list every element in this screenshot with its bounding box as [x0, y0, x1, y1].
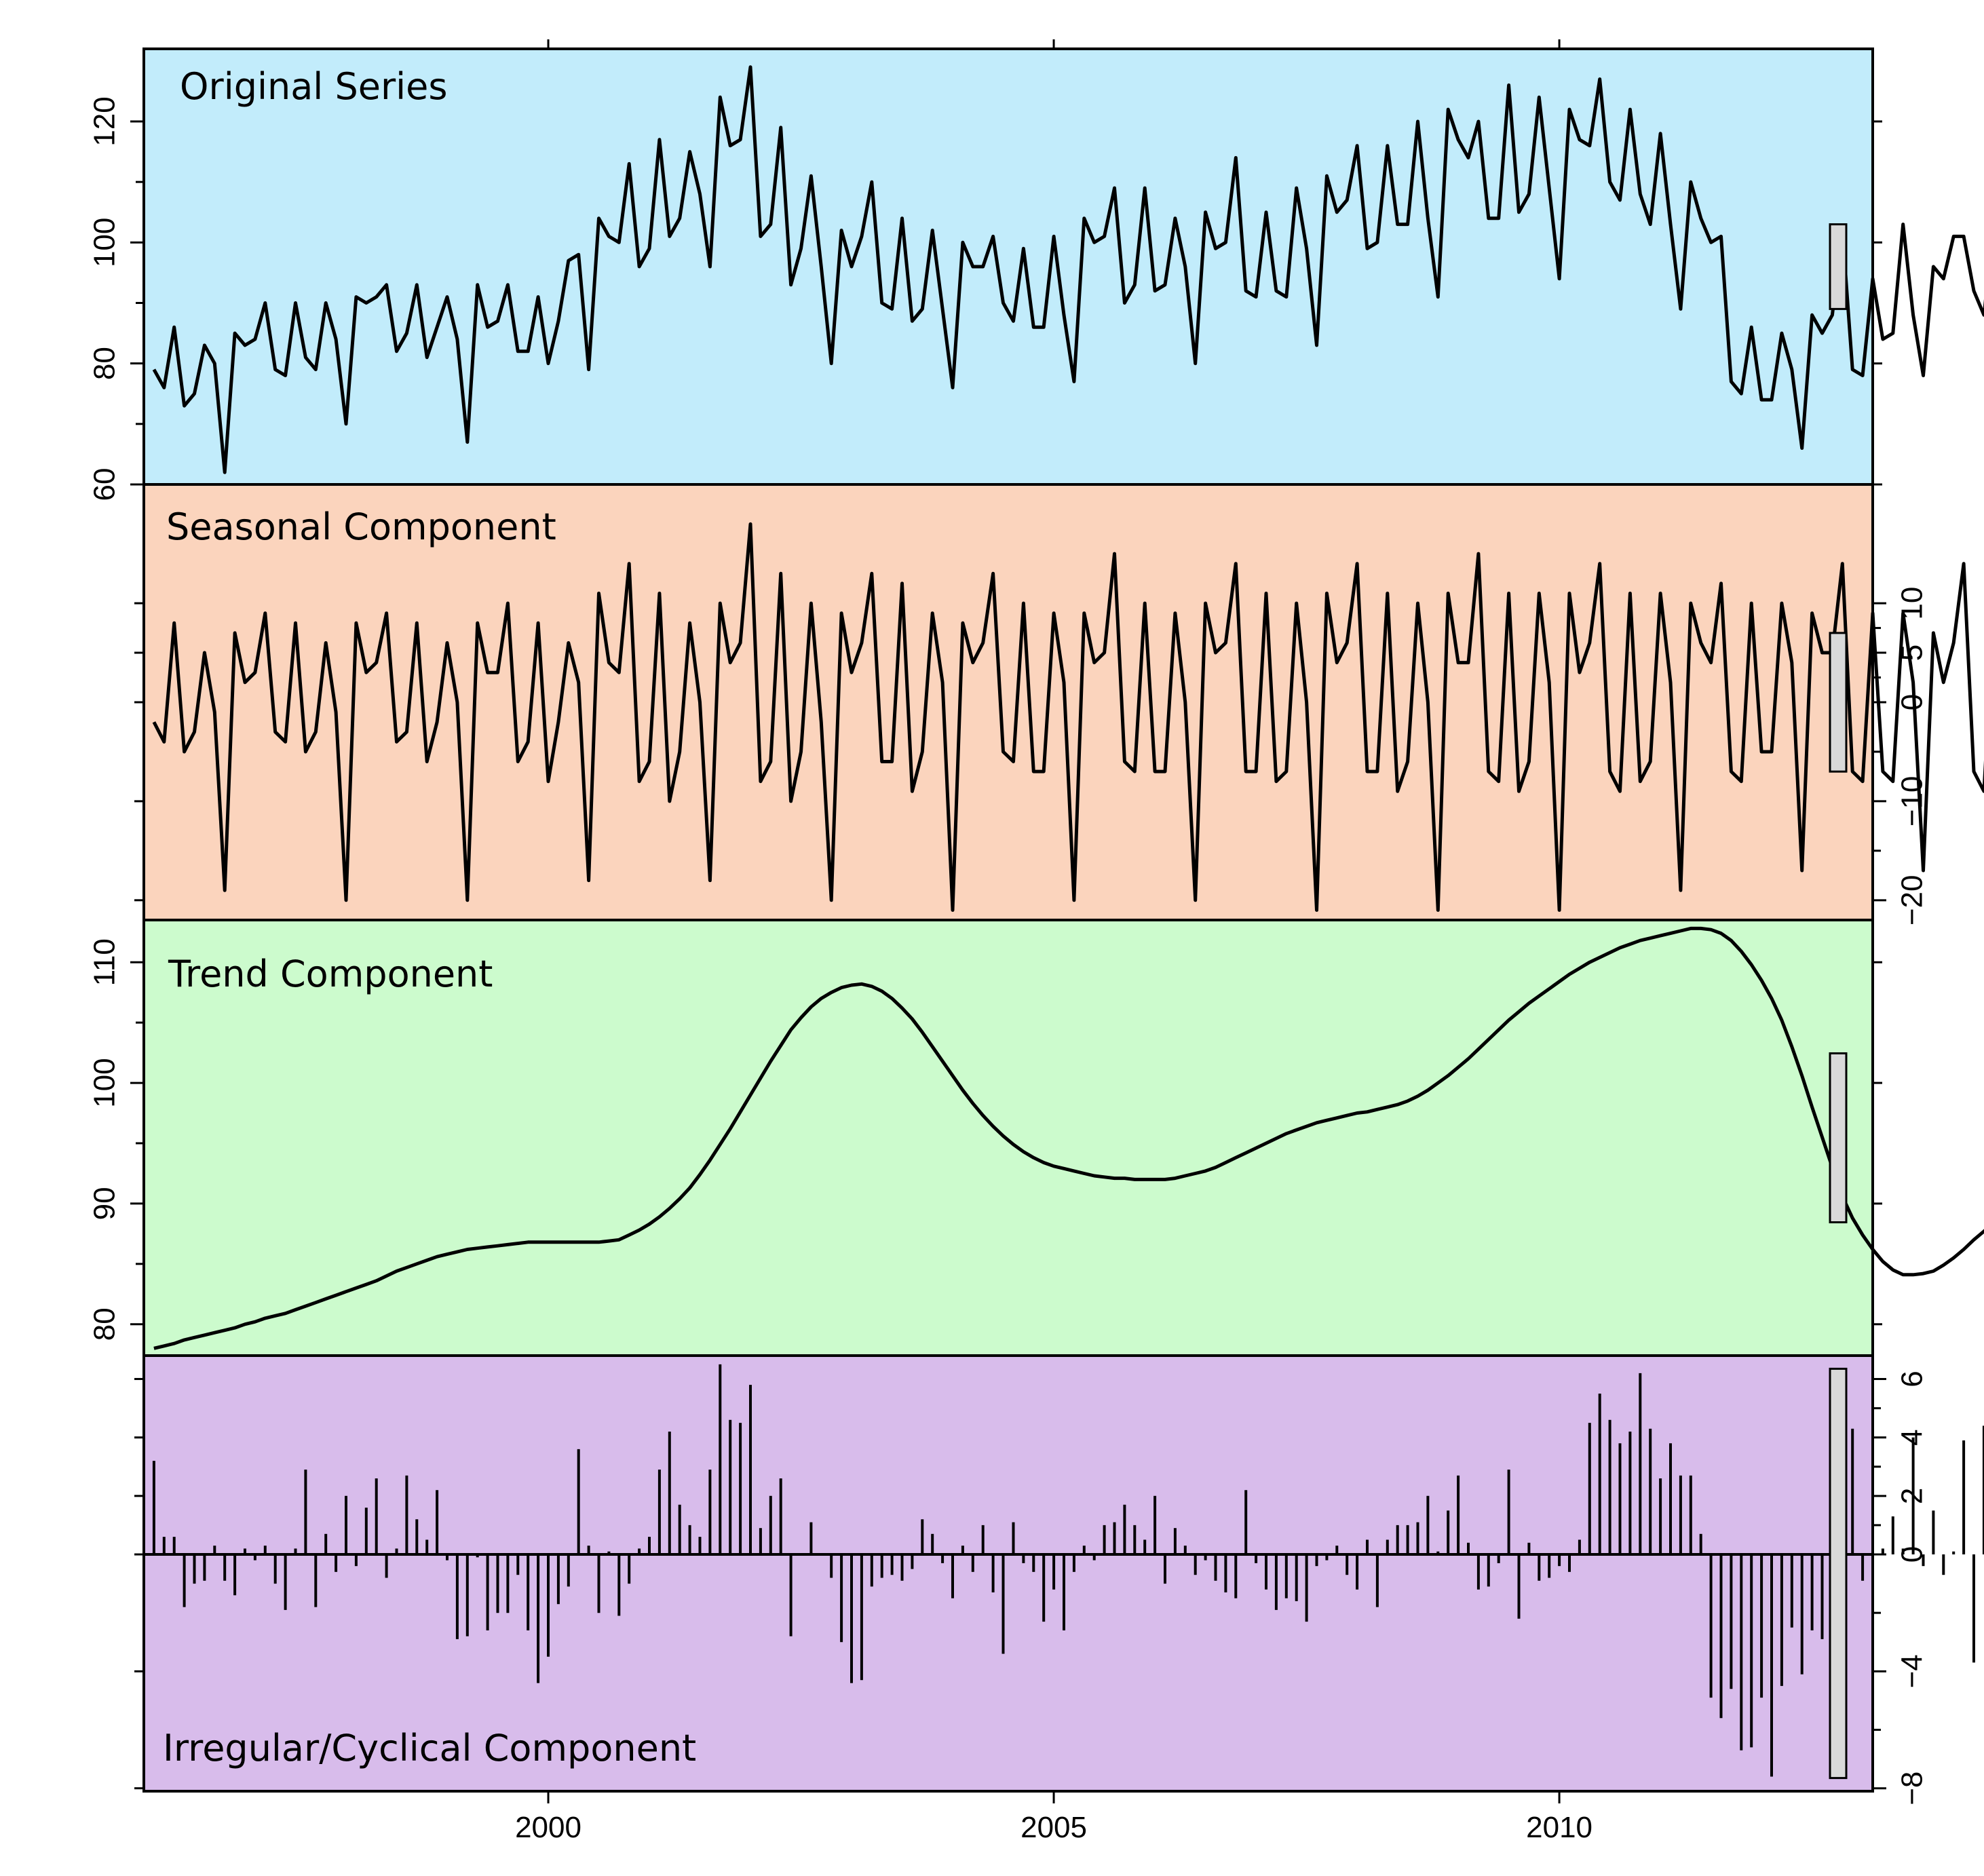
- x-tick-label: 2005: [1020, 1811, 1087, 1844]
- seasonal-panel-background: [142, 483, 1874, 921]
- trend-y-tick-label: 90: [88, 1187, 121, 1220]
- seasonal-y-tick-label: 5: [1896, 645, 1929, 661]
- original-plot: [152, 65, 1984, 474]
- irregular-y-tick-label: −4: [1896, 1654, 1929, 1688]
- seasonal-series-line: [152, 522, 1984, 912]
- seasonal-y-tick-label: 0: [1896, 694, 1929, 710]
- panel-seasonal: Seasonal Component: [142, 483, 1984, 921]
- trend-panel-title: Trend Component: [168, 953, 493, 995]
- panel-original: Original Series: [142, 47, 1984, 486]
- irregular-y-tick-label: −8: [1896, 1772, 1929, 1805]
- original-y-tick-label: 100: [88, 218, 121, 267]
- x-tick-label: 2010: [1526, 1811, 1592, 1844]
- panel-trend: Trend Component: [142, 919, 1984, 1357]
- trend-y-tick-label: 110: [88, 938, 121, 986]
- seasonal-y-tick-label: 10: [1896, 587, 1929, 620]
- panel-irregular: Irregular/Cyclical Component: [142, 1354, 1984, 1793]
- original-panel-title: Original Series: [180, 65, 448, 108]
- trend-y-tick-label: 100: [88, 1058, 121, 1107]
- seasonal-scale-bar: [1829, 632, 1848, 773]
- irregular-panel-title: Irregular/Cyclical Component: [163, 1727, 696, 1769]
- irregular-panel-background: [142, 1354, 1874, 1793]
- seasonal-plot: [152, 522, 1984, 912]
- seasonal-y-tick-label: −20: [1896, 875, 1929, 925]
- seasonal-y-tick-label: −10: [1896, 776, 1929, 827]
- original-y-tick-label: 120: [88, 96, 121, 146]
- seasonal-panel-title: Seasonal Component: [166, 505, 556, 548]
- irregular-y-tick-label: 6: [1896, 1371, 1929, 1387]
- irregular-y-tick-label: 2: [1896, 1488, 1929, 1504]
- trend-panel-background: [142, 919, 1874, 1357]
- x-tick-label: 2000: [515, 1811, 581, 1844]
- irregular-scale-bar: [1829, 1367, 1848, 1780]
- scale-bars: [1829, 223, 1848, 1780]
- original-series-line: [152, 65, 1984, 474]
- irregular-plot: [144, 1364, 1984, 1777]
- irregular-y-tick-label: 4: [1896, 1429, 1929, 1445]
- original-panel-background: [142, 47, 1874, 486]
- original-y-tick-label: 80: [88, 347, 121, 380]
- original-y-tick-label: 60: [88, 468, 121, 501]
- original-scale-bar: [1829, 223, 1848, 310]
- trend-scale-bar: [1829, 1052, 1848, 1223]
- trend-y-tick-label: 80: [88, 1307, 121, 1341]
- irregular-y-tick-label: 0: [1896, 1546, 1929, 1563]
- axes: 60 80 100 120 −20 −10 0 5 10 80 90 100 110 −8 −4 0 2 4 6 20…: [88, 39, 1929, 1844]
